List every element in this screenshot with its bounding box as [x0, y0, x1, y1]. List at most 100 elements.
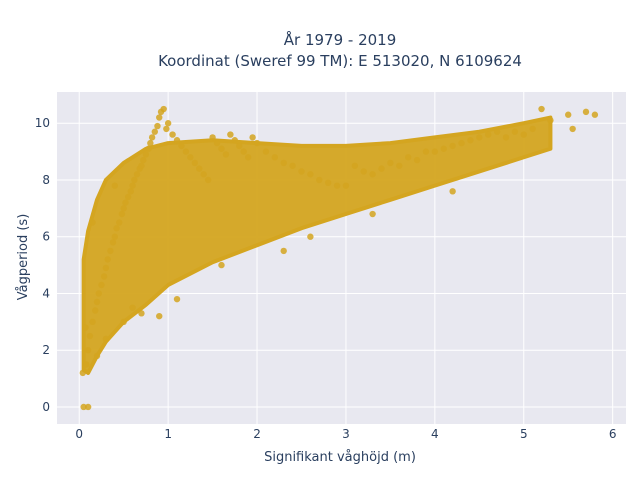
data-point	[89, 219, 96, 226]
data-point	[100, 273, 108, 280]
data-point	[484, 131, 492, 138]
y-tick-label: 4	[42, 286, 50, 300]
data-point	[187, 154, 194, 161]
data-point	[520, 131, 527, 138]
data-point	[280, 247, 287, 255]
data-point	[316, 176, 323, 184]
data-point	[298, 168, 305, 175]
data-point	[204, 176, 212, 184]
data-point	[138, 310, 145, 317]
data-point	[333, 182, 341, 189]
data-point	[360, 168, 367, 175]
x-tick-label: 0	[75, 427, 83, 441]
y-axis-label: Vågperiod (s)	[16, 214, 31, 301]
data-point	[145, 145, 152, 152]
data-point	[138, 162, 145, 169]
point-cloud-envelope	[81, 115, 553, 375]
data-point	[163, 125, 170, 133]
data-point	[351, 162, 359, 169]
data-point	[369, 171, 376, 178]
data-point	[591, 111, 599, 118]
chart-title-line-2: Koordinat (Sweref 99 TM): E 513020, N 61…	[158, 52, 522, 70]
data-point	[156, 114, 163, 121]
data-point	[231, 137, 239, 144]
data-point	[173, 137, 181, 144]
data-point	[102, 264, 110, 272]
data-point	[196, 165, 203, 172]
y-tick-label: 0	[42, 400, 50, 414]
data-point	[378, 165, 385, 172]
data-point	[122, 199, 129, 206]
data-point	[369, 210, 376, 218]
data-point	[431, 148, 439, 155]
data-point	[244, 154, 252, 161]
data-point	[102, 335, 110, 343]
data-point	[182, 148, 190, 155]
data-point	[200, 171, 207, 178]
data-point	[178, 142, 185, 150]
data-point	[111, 182, 118, 189]
data-point	[89, 318, 96, 326]
data-point	[218, 145, 225, 152]
data-point	[413, 156, 421, 164]
data-point	[209, 134, 216, 141]
data-point	[289, 162, 296, 169]
data-point	[249, 134, 256, 141]
chart-title-line-1: År 1979 - 2019	[284, 30, 397, 49]
data-point	[342, 182, 350, 189]
data-point	[120, 318, 127, 326]
data-points	[79, 105, 599, 411]
data-point	[83, 361, 90, 368]
data-point	[93, 298, 101, 306]
data-point	[111, 233, 118, 240]
data-point	[129, 182, 136, 189]
data-point	[118, 210, 126, 218]
data-point	[280, 159, 287, 167]
data-point	[396, 162, 403, 169]
data-point	[467, 137, 474, 144]
data-point	[140, 156, 147, 164]
data-point	[98, 281, 105, 289]
data-point	[240, 148, 247, 155]
data-point	[84, 347, 92, 354]
data-point	[133, 171, 141, 178]
data-point	[148, 134, 156, 141]
data-point	[502, 134, 510, 141]
data-point	[213, 139, 221, 147]
data-point	[142, 151, 150, 158]
data-point	[80, 403, 87, 411]
data-point	[124, 193, 132, 201]
data-point	[476, 134, 483, 141]
data-point	[104, 256, 111, 263]
data-point	[147, 139, 154, 147]
data-point	[151, 128, 158, 135]
data-point	[79, 369, 86, 377]
data-point	[324, 179, 332, 187]
data-point	[222, 151, 230, 158]
data-point	[253, 139, 261, 147]
data-point	[307, 233, 314, 240]
x-axis-label: Signifikant våghöjd (m)	[264, 450, 416, 465]
data-point	[82, 324, 89, 331]
data-point	[307, 171, 314, 178]
data-point	[569, 125, 576, 133]
data-point	[173, 295, 181, 303]
data-point	[120, 205, 127, 212]
data-point	[127, 188, 134, 195]
data-point	[511, 128, 519, 135]
data-point	[458, 139, 465, 147]
data-point	[116, 219, 123, 226]
x-tick-label: 1	[164, 427, 172, 441]
data-point	[107, 247, 114, 255]
y-tick-label: 10	[35, 116, 50, 130]
data-point	[262, 148, 270, 155]
data-point	[113, 225, 120, 232]
data-point	[582, 108, 590, 116]
data-point	[86, 332, 94, 340]
data-point	[84, 403, 92, 411]
data-point	[131, 176, 138, 184]
data-point	[565, 111, 572, 118]
data-point	[154, 122, 161, 130]
data-point	[92, 307, 99, 314]
